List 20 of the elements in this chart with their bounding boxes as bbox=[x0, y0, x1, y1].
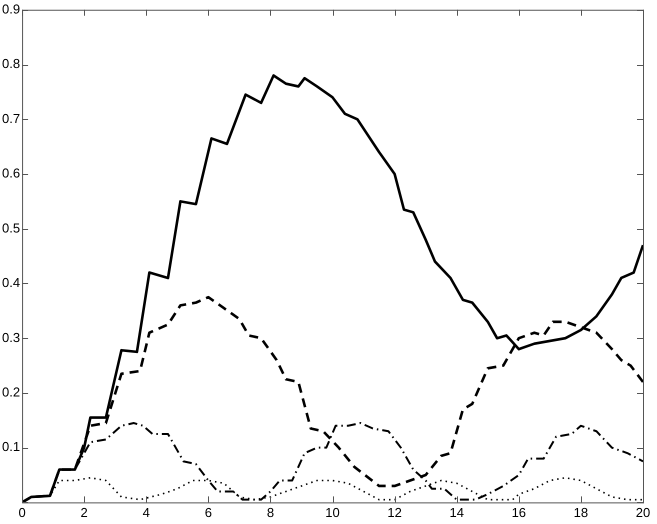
y-tick-label: 0.1 bbox=[2, 439, 20, 454]
x-tick-label: 14 bbox=[449, 504, 464, 520]
y-tick-label: 0.6 bbox=[2, 166, 20, 181]
x-tick-label: 6 bbox=[204, 504, 212, 520]
y-tick-label: 0.7 bbox=[2, 110, 20, 126]
x-tick-label: 12 bbox=[387, 504, 402, 520]
y-tick-label: 0.9 bbox=[2, 1, 20, 16]
x-tick-label: 18 bbox=[574, 504, 588, 520]
y-tick-label: 0.4 bbox=[2, 275, 20, 290]
x-tick-label: 16 bbox=[512, 504, 526, 520]
y-tick-label: 0.5 bbox=[2, 220, 20, 236]
y-tick-label: 0.8 bbox=[2, 56, 20, 72]
y-tick-label: 0.3 bbox=[2, 330, 20, 345]
x-tick-label: 20 bbox=[636, 504, 650, 520]
x-tick-label: 8 bbox=[266, 504, 274, 520]
x-tick-label: 4 bbox=[142, 504, 150, 520]
x-tick-label: 10 bbox=[325, 504, 340, 520]
x-tick-label: 0 bbox=[18, 504, 26, 520]
y-tick-label: 0.2 bbox=[2, 384, 20, 400]
x-tick-label: 2 bbox=[80, 504, 88, 520]
